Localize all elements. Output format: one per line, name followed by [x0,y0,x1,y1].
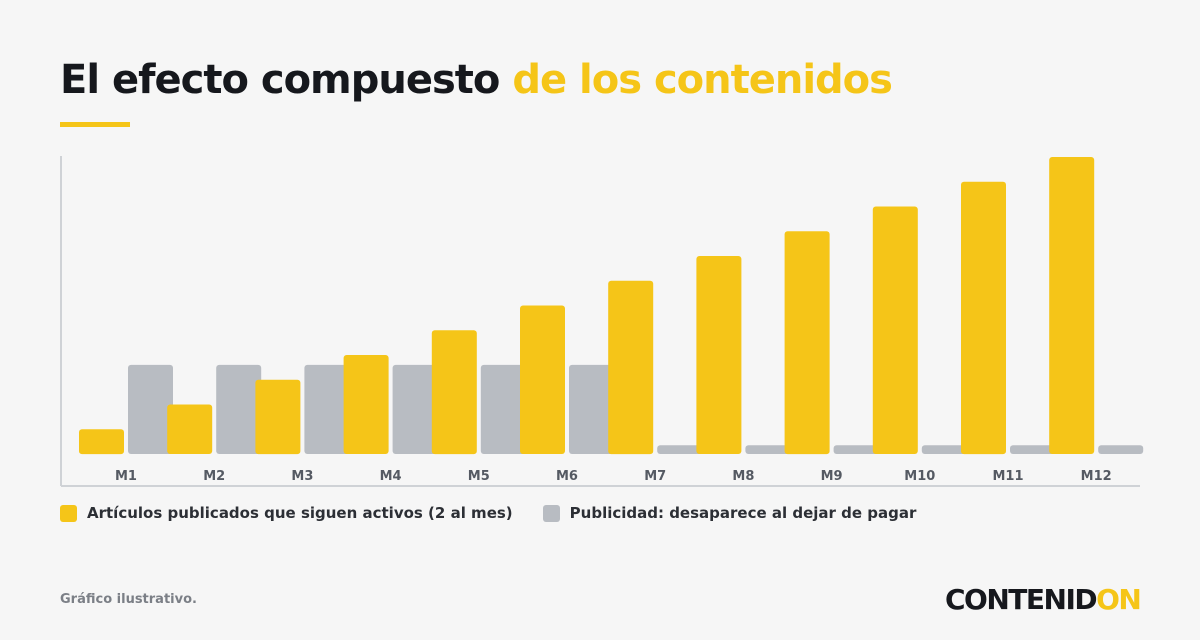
legend-item-articles: Artículos publicados que siguen activos … [60,504,513,522]
title-underline [60,122,130,127]
title-accent: de los contenidos [512,57,893,103]
bar-ads-m9 [833,445,879,454]
bar-chart: M1 M2 M3 M4 M5 M6 M7 M8 M9 M10 M11 M12 [60,156,1144,487]
x-tick-m8: M8 [732,469,754,484]
legend-swatch-articles [60,504,77,522]
bar-articles-m7 [608,280,654,455]
x-tick-m7: M7 [644,469,666,484]
bar-ads-m10 [921,445,967,454]
bar-ads-m1 [128,364,173,454]
x-tick-m4: M4 [380,469,402,484]
bar-ads-m12 [1098,445,1144,454]
bar-ads-m7 [657,445,703,454]
x-tick-m12: M12 [1081,469,1112,484]
bar-articles-m1 [79,429,124,455]
bar-ads-m5 [480,364,526,454]
legend: Artículos publicados que siguen activos … [60,504,916,522]
legend-label-ads: Publicidad: desaparece al dejar de pagar [569,504,917,522]
bar-ads-m8 [745,445,791,454]
bar-articles-m2 [167,404,213,454]
x-tick-m11: M11 [992,469,1023,484]
legend-label-articles: Artículos publicados que siguen activos … [87,504,513,522]
title-main: El efecto compuesto [60,57,500,103]
x-tick-m9: M9 [821,469,843,484]
x-tick-m2: M2 [203,469,225,484]
legend-item-ads: Publicidad: desaparece al dejar de pagar [542,504,917,522]
bar-articles-m6 [520,305,565,454]
bar-ads-m6 [569,364,614,454]
brand-logo: CONTENIDON [945,582,1142,618]
x-tick-m1: M1 [115,469,137,484]
x-tick-labels: M1 M2 M3 M4 M5 M6 M7 M8 M9 M10 M11 M12 [115,469,1112,484]
x-tick-m3: M3 [291,469,313,484]
page-title: El efecto compuesto de los contenidos [60,52,893,108]
footnote: Gráfico ilustrativo. [60,592,197,607]
bar-articles-m5 [431,330,477,455]
bar-articles-m11 [961,181,1006,455]
x-tick-m10: M10 [904,469,935,484]
bar-articles-m9 [784,231,830,455]
x-tick-m5: M5 [468,469,490,484]
bar-articles-m3 [255,379,301,455]
bar-ads-m11 [1010,445,1055,454]
bar-articles-m8 [696,256,742,454]
legend-swatch-ads [542,504,560,522]
brand-main: CONTENID [945,583,1098,616]
x-tick-m6: M6 [556,469,578,484]
bar-articles-m10 [872,206,918,454]
bar-ads-m2 [216,364,262,454]
bar-ads-m4 [392,364,438,454]
bar-ads-m3 [304,364,350,454]
brand-accent: ON [1096,583,1142,616]
bars-group [79,157,1144,455]
bar-articles-m12 [1049,157,1095,454]
bar-articles-m4 [343,355,389,454]
